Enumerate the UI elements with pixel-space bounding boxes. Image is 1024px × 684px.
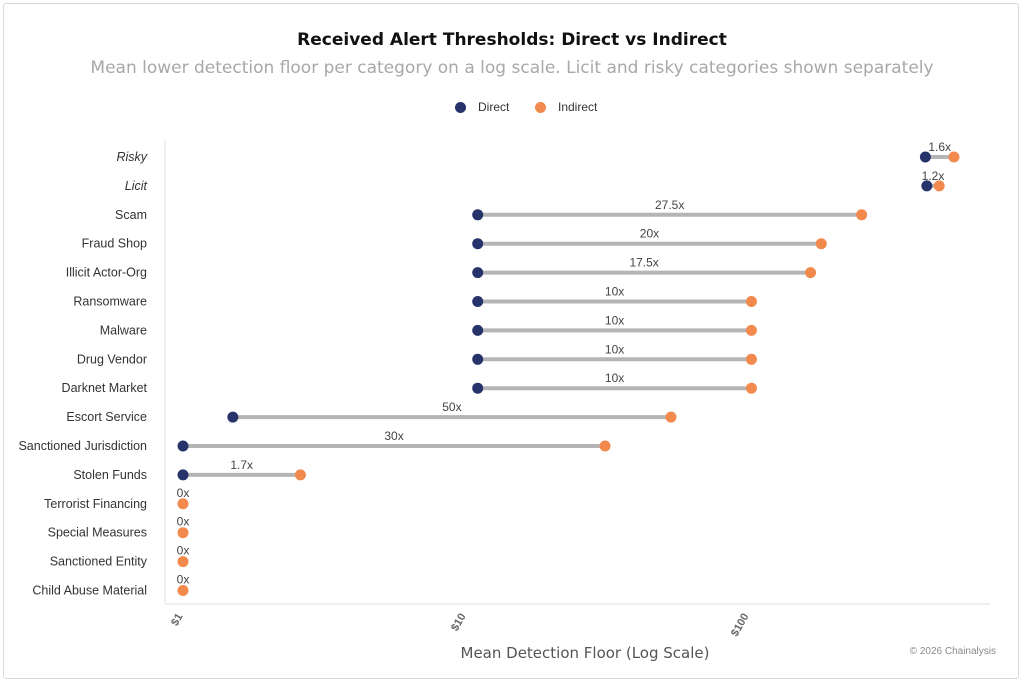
category-label: Child Abuse Material	[32, 584, 147, 598]
category-label: Sanctioned Entity	[50, 555, 148, 569]
category-label: Licit	[125, 179, 148, 193]
category-label: Malware	[100, 323, 147, 337]
category-label: Terrorist Financing	[44, 497, 147, 511]
ratio-label: 10x	[605, 342, 624, 356]
legend-item-indirect: Indirect	[535, 100, 597, 114]
indirect-point	[948, 151, 960, 163]
indirect-point	[745, 324, 757, 336]
category-label: Darknet Market	[62, 381, 148, 395]
ratio-label: 1.6x	[928, 140, 951, 154]
ratio-label: 27.5x	[655, 198, 684, 212]
category-label: Ransomware	[73, 295, 147, 309]
copyright-notice: © 2026 Chainalysis	[909, 646, 996, 657]
legend-item-direct: Direct	[455, 100, 509, 114]
indirect-point	[745, 296, 757, 307]
direct-point	[472, 238, 484, 250]
ratio-label: 30x	[384, 429, 403, 443]
indirect-point	[294, 469, 306, 481]
direct-point	[227, 411, 239, 423]
category-label: Risky	[116, 150, 147, 164]
ratio-label: 0x	[177, 486, 190, 500]
direct-point	[177, 440, 189, 452]
x-tick-label: $1	[169, 612, 186, 629]
indirect-point	[177, 556, 189, 568]
chart-frame	[3, 3, 1019, 679]
category-label: Drug Vendor	[77, 352, 147, 366]
indirect-point	[177, 498, 189, 510]
direct-point	[472, 296, 484, 307]
ratio-label: 0x	[177, 544, 190, 558]
direct-point	[472, 209, 484, 221]
indirect-point	[177, 527, 189, 539]
legend-label-direct: Direct	[478, 100, 510, 114]
x-axis-title: Mean Detection Floor (Log Scale)	[461, 644, 710, 662]
category-label: Special Measures	[48, 526, 147, 540]
indirect-point	[856, 209, 868, 221]
ratio-label: 50x	[442, 400, 461, 414]
indirect-point	[805, 267, 817, 279]
indirect-point	[815, 238, 827, 250]
x-tick-label: $100	[729, 612, 752, 639]
direct-point	[472, 353, 484, 365]
x-tick-label: $10	[449, 612, 469, 634]
ratio-label: 10x	[605, 313, 624, 327]
chart-title: Received Alert Thresholds: Direct vs Ind…	[297, 30, 727, 50]
indirect-point	[177, 585, 189, 596]
ratio-label: 1.2x	[922, 169, 945, 183]
category-label: Illicit Actor-Org	[66, 266, 147, 280]
category-label: Scam	[115, 208, 147, 222]
category-label: Sanctioned Jurisdiction	[18, 439, 147, 453]
category-label: Escort Service	[66, 410, 147, 424]
direct-point	[177, 469, 189, 481]
legend-dot-indirect	[535, 101, 546, 113]
direct-point	[921, 180, 933, 192]
ratio-label: 10x	[605, 371, 624, 385]
chart-subtitle: Mean lower detection floor per category …	[90, 58, 934, 78]
indirect-point	[599, 440, 611, 452]
direct-point	[472, 324, 484, 336]
ratio-label: 17.5x	[629, 256, 658, 270]
indirect-point	[745, 382, 757, 394]
ratio-label: 0x	[177, 515, 190, 529]
direct-point	[472, 267, 484, 279]
legend: Direct Indirect	[0, 100, 1024, 120]
direct-point	[919, 151, 931, 163]
legend-dot-direct	[455, 101, 466, 113]
direct-point	[472, 382, 484, 394]
indirect-point	[933, 180, 945, 192]
legend-label-indirect: Indirect	[558, 100, 598, 114]
indirect-point	[665, 411, 677, 423]
ratio-label: 10x	[605, 285, 624, 299]
category-label: Stolen Funds	[73, 468, 147, 482]
ratio-label: 20x	[640, 227, 659, 241]
indirect-point	[745, 353, 757, 365]
category-label: Fraud Shop	[82, 237, 147, 251]
ratio-label: 1.7x	[230, 458, 253, 472]
ratio-label: 0x	[177, 573, 190, 587]
